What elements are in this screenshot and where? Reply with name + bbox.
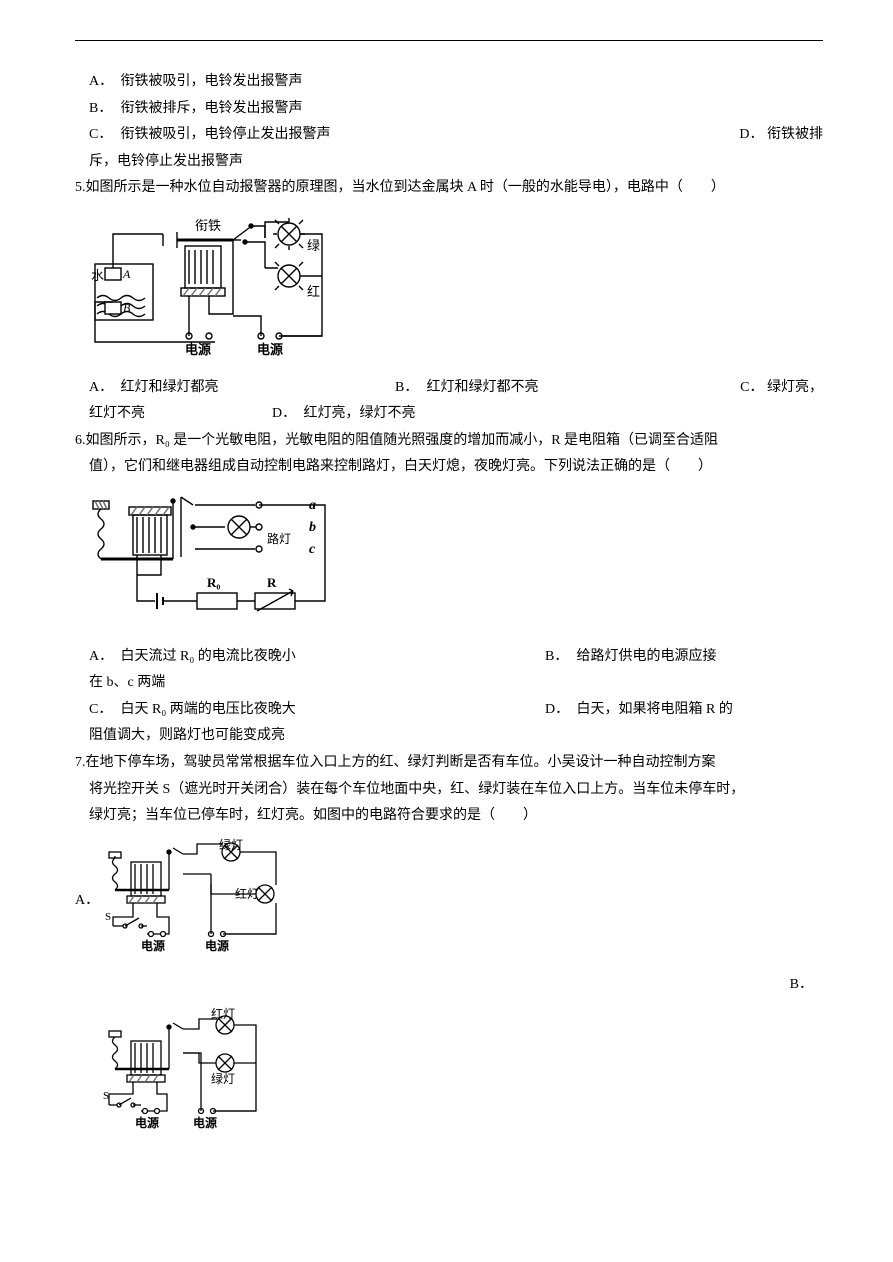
q5-label-red: 红 bbox=[307, 284, 320, 299]
q7-diagram-b: 红灯 绿灯 S 电源 电源 bbox=[103, 1007, 823, 1148]
q6-a-text: 白天流过 R₀ 的电流比夜晚小 bbox=[121, 649, 296, 664]
q5-diagram: 衔铁 绿 红 水 A B 电源 电源 bbox=[89, 210, 823, 371]
q6-a-label: A． bbox=[89, 644, 117, 671]
q5-d-text: 红灯亮，绿灯不亮 bbox=[304, 406, 416, 421]
q7-diagram-a: 绿灯 红灯 S 电源 电源 bbox=[103, 838, 293, 969]
q5-stem: 5.如图所示是一种水位自动报警器的原理图，当水位到达金属块 A 时（一般的水能导… bbox=[75, 175, 823, 202]
q5-option-b: B． 红灯和绿灯都不亮 bbox=[395, 375, 645, 402]
page-top-rule bbox=[75, 40, 823, 41]
q6-d-label: D． bbox=[545, 697, 573, 724]
q4-d-text-part1: 衔铁被排 bbox=[767, 127, 823, 142]
q7-stem-l3: 绿灯亮；当车位已停车时，红灯亮。如图中的电路符合要求的是（ ） bbox=[75, 803, 823, 830]
q5-label-source1: 电源 bbox=[185, 342, 211, 357]
q6-option-c: C． 白天 R₀ 两端的电压比夜晚大 bbox=[75, 697, 545, 724]
q6-row-cd: C． 白天 R₀ 两端的电压比夜晚大 D． 白天，如果将电阻箱 R 的 bbox=[75, 697, 823, 724]
q4-b-label: B． bbox=[89, 96, 117, 123]
q4-d-text-part2: 斥，电铃停止发出报警声 bbox=[75, 149, 823, 176]
q6-label-c: c bbox=[309, 542, 316, 557]
q4-b-text: 衔铁被排斥，电铃发出报警声 bbox=[121, 101, 303, 116]
q4-option-d-head: D． 衔铁被排 bbox=[615, 122, 823, 149]
q5-option-a: A． 红灯和绿灯都亮 bbox=[75, 375, 395, 402]
q5-label-A: A bbox=[122, 267, 131, 281]
q4-a-label: A． bbox=[89, 69, 117, 96]
q4-option-cd-row: C． 衔铁被吸引，电铃停止发出报警声 D． 衔铁被排 bbox=[75, 122, 823, 149]
q5-label-armature: 衔铁 bbox=[195, 218, 221, 233]
q5-c-text-p2: 红灯不亮 bbox=[89, 406, 145, 421]
q5-d-label: D． bbox=[272, 401, 300, 428]
q6-option-a: A． 白天流过 R₀ 的电流比夜晚小 bbox=[75, 644, 545, 671]
q6-stem-l2: 值），它们和继电器组成自动控制电路来控制路灯，白天灯熄，夜晚灯亮。下列说法正确的… bbox=[75, 454, 823, 481]
q4-option-c: C． 衔铁被吸引，电铃停止发出报警声 bbox=[75, 122, 615, 149]
q7b-S: S bbox=[103, 1090, 109, 1102]
q5-c-label: C． bbox=[736, 375, 764, 402]
q5-row-ab: A． 红灯和绿灯都亮 B． 红灯和绿灯都不亮 C． 绿灯亮， bbox=[75, 375, 823, 402]
q5-a-text: 红灯和绿灯都亮 bbox=[121, 380, 219, 395]
q4-d-label: D． bbox=[736, 122, 764, 149]
q5-row2: 红灯不亮 D． 红灯亮，绿灯不亮 bbox=[75, 401, 823, 428]
q6-d-text-p2: 阻值调大，则路灯也可能变成亮 bbox=[75, 723, 823, 750]
q5-b-text: 红灯和绿灯都不亮 bbox=[427, 380, 539, 395]
q5-a-label: A． bbox=[89, 375, 117, 402]
q7-stem-l1: 7.在地下停车场，驾驶员常常根据车位入口上方的红、绿灯判断是否有车位。小吴设计一… bbox=[75, 750, 823, 777]
q6-label-lamp: 路灯 bbox=[267, 531, 291, 546]
q5-label-water: 水 bbox=[91, 268, 104, 283]
q7-option-a-row: A． bbox=[75, 830, 823, 973]
q6-label-b: b bbox=[309, 520, 316, 535]
q5-label-green: 绿 bbox=[307, 238, 320, 253]
q5-option-c-head: C． 绿灯亮， bbox=[645, 375, 823, 402]
q4-a-text: 衔铁被吸引，电铃发出报警声 bbox=[121, 74, 303, 89]
q7a-green: 绿灯 bbox=[219, 838, 243, 852]
q6-b-text-p1: 给路灯供电的电源应接 bbox=[577, 649, 717, 664]
q6-b-label: B． bbox=[545, 644, 573, 671]
q7-a-label: A． bbox=[75, 888, 97, 915]
q5-label-B: B bbox=[123, 301, 131, 315]
q6-row-ab: A． 白天流过 R₀ 的电流比夜晚小 B． 给路灯供电的电源应接 bbox=[75, 644, 823, 671]
q6-option-b-head: B． 给路灯供电的电源应接 bbox=[545, 644, 823, 671]
q6-diagram: a b c 路灯 R₀ R bbox=[89, 489, 823, 640]
q5-label-source2: 电源 bbox=[257, 342, 283, 357]
q6-c-label: C． bbox=[89, 697, 117, 724]
q7-stem-l2: 将光控开关 S（遮光时开关闭合）装在每个车位地面中央，红、绿灯装在车位入口上方。… bbox=[75, 777, 823, 804]
q6-b-text-p2: 在 b、c 两端 bbox=[75, 670, 823, 697]
q4-option-b: B． 衔铁被排斥，电铃发出报警声 bbox=[75, 96, 823, 123]
q6-option-d-head: D． 白天，如果将电阻箱 R 的 bbox=[545, 697, 823, 724]
q5-b-label: B． bbox=[395, 375, 423, 402]
q7a-src1: 电源 bbox=[141, 938, 165, 953]
q7b-src2: 电源 bbox=[193, 1115, 217, 1130]
q7-b-label: B． bbox=[75, 972, 823, 999]
q6-c-text: 白天 R₀ 两端的电压比夜晚大 bbox=[121, 702, 296, 717]
q5-c-text-p1: 绿灯亮， bbox=[767, 380, 823, 395]
q7b-green: 绿灯 bbox=[211, 1071, 235, 1086]
q7b-red: 红灯 bbox=[211, 1007, 235, 1021]
q4-c-label: C． bbox=[89, 122, 117, 149]
q6-label-R0: R₀ bbox=[207, 575, 220, 590]
q7a-S: S bbox=[105, 911, 111, 923]
q7a-red: 红灯 bbox=[235, 886, 259, 901]
q6-label-R: R bbox=[267, 575, 277, 590]
q7b-src1: 电源 bbox=[135, 1115, 159, 1130]
q6-stem-l1: 6.如图所示，R₀ 是一个光敏电阻，光敏电阻的阻值随光照强度的增加而减小，R 是… bbox=[75, 428, 823, 455]
q4-c-text: 衔铁被吸引，电铃停止发出报警声 bbox=[121, 127, 331, 142]
q6-label-a: a bbox=[309, 498, 316, 513]
q4-option-a: A． 衔铁被吸引，电铃发出报警声 bbox=[75, 69, 823, 96]
q6-d-text-p1: 白天，如果将电阻箱 R 的 bbox=[577, 702, 733, 717]
q7a-src2: 电源 bbox=[205, 938, 229, 953]
